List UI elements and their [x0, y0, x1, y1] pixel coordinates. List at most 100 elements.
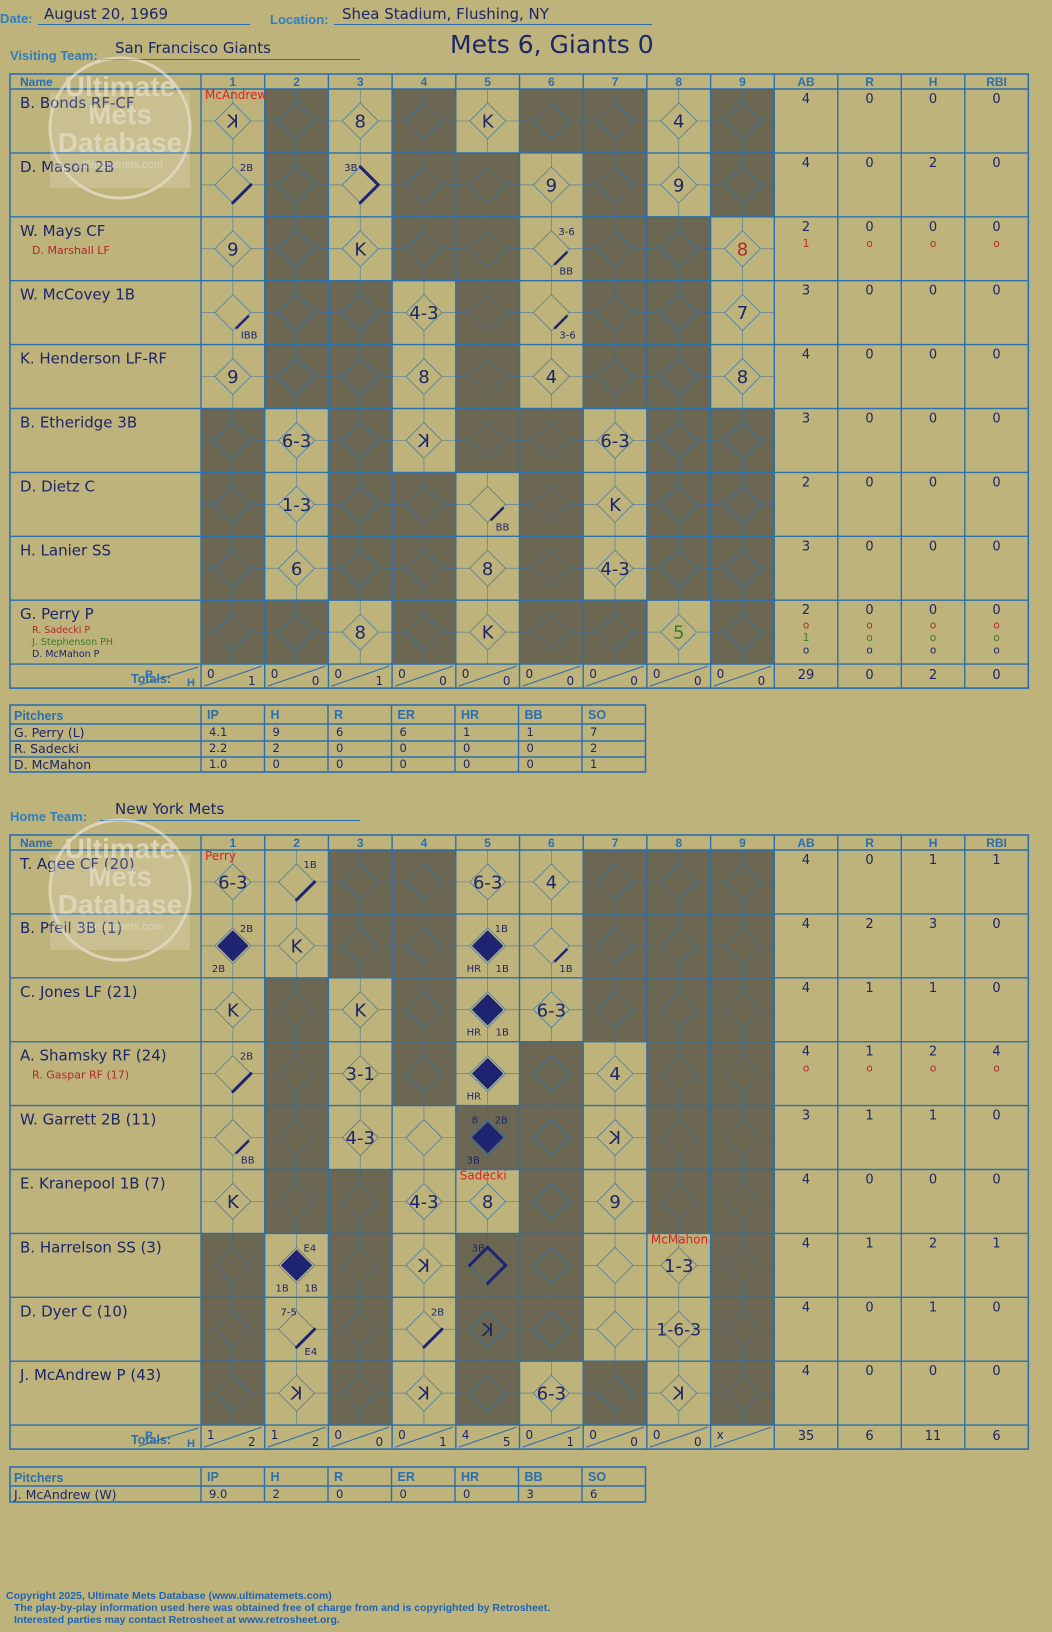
diamond-outline	[341, 863, 379, 901]
play-mark: K	[226, 111, 239, 132]
batter-r: 1	[865, 1045, 873, 1060]
diamond-outline	[723, 927, 762, 965]
field-line	[201, 977, 265, 1042]
batter-rbi: o	[993, 238, 999, 250]
basepath-line	[468, 1245, 490, 1267]
pitcher-name: G. Perry (L)	[14, 725, 85, 740]
diamond-outline	[469, 1055, 507, 1093]
batter-h: 1	[929, 1300, 937, 1315]
play-mark: 4	[546, 367, 557, 388]
pitcher-stat: 0	[336, 741, 343, 755]
field-line	[519, 1169, 584, 1234]
batter-h: 0	[929, 220, 937, 235]
play-annotation: 1B	[496, 964, 509, 975]
footer: Copyright 2025, Ultimate Mets Database (…	[6, 1590, 550, 1626]
diamond-outline	[532, 1246, 570, 1284]
batter-rbi: 0	[992, 220, 1000, 235]
diamond-outline	[277, 1246, 316, 1284]
inning-hits: 0	[439, 674, 447, 688]
diamond-outline	[660, 991, 698, 1029]
inning-hits: 1	[439, 1435, 447, 1449]
inning-hits: 0	[503, 674, 511, 688]
inning-runs: 1	[207, 1428, 215, 1442]
pitcher-change-note: Sadecki	[460, 1169, 507, 1183]
totals-diagonal	[331, 665, 390, 687]
column-header-inning: 7	[612, 836, 619, 850]
substitute-name: R. Gaspar RF (17)	[32, 1069, 129, 1082]
field-line	[583, 977, 647, 1042]
diamond-outline	[341, 991, 379, 1029]
totals-diagonal	[522, 1426, 581, 1448]
batter-ab: 4	[802, 917, 810, 932]
visitor-pitchers-table: Pitchers IP H R ER HR BB SOG. Perry (L) 4.1 9 6 6 1 1…	[9, 704, 647, 773]
batter-h: 0	[929, 348, 937, 363]
diamond-outline	[532, 294, 570, 332]
field-line	[392, 1361, 456, 1426]
diamond-outline	[723, 294, 762, 332]
field-line	[710, 216, 775, 281]
field-line	[328, 1169, 393, 1234]
diamond-outline	[723, 357, 762, 396]
play-mark: K	[227, 1192, 240, 1213]
inning-hits: 0	[758, 674, 766, 688]
watermark-panel	[50, 855, 190, 950]
field-line	[519, 1233, 584, 1298]
batter-ab: 2	[802, 220, 810, 235]
field-line	[455, 977, 520, 1042]
batter-ab: 1	[803, 238, 810, 250]
field-line	[646, 1361, 711, 1426]
pitcher-stat: 6	[590, 1487, 597, 1501]
field-line	[710, 977, 775, 1042]
date-underline	[38, 24, 250, 25]
batter-ab: 4	[802, 1236, 810, 1251]
field-line	[392, 977, 456, 1042]
inning-runs: 0	[526, 667, 534, 681]
pitcher-stat: 2	[590, 741, 597, 755]
field-line	[519, 850, 584, 914]
diamond-outline	[660, 1055, 698, 1093]
play-mark: K	[227, 1000, 240, 1021]
play-mark: 6-3	[473, 872, 502, 893]
play-annotation: 7-5	[281, 1307, 297, 1318]
diamond-outline	[596, 1374, 634, 1412]
diamond-outline	[469, 1118, 507, 1157]
inning-runs: 0	[526, 1428, 534, 1442]
run-scored-diamond	[280, 1249, 313, 1282]
field-line	[328, 1041, 393, 1106]
play-mark: 4-3	[409, 303, 438, 324]
column-header-stat: H	[929, 75, 938, 89]
diamond-outline	[596, 927, 634, 965]
field-line	[583, 152, 647, 217]
field-line	[519, 1105, 584, 1170]
batter-name: J. McAndrew P (43)	[19, 1366, 161, 1384]
batter-r: 0	[865, 220, 873, 235]
watermark-url: ultimatemets.com	[77, 921, 163, 933]
walk-slash	[234, 1139, 250, 1155]
inning-runs: 0	[589, 1428, 597, 1442]
diamond-outline	[532, 1374, 570, 1412]
field-line	[201, 1105, 265, 1170]
diamond-outline	[341, 102, 379, 140]
run-scored-diamond	[471, 994, 504, 1026]
watermark-ring	[48, 56, 192, 200]
play-mark: 9	[227, 239, 238, 260]
field-line	[264, 977, 329, 1042]
play-annotation: BB	[496, 522, 510, 533]
diamond-outline	[723, 1118, 762, 1157]
batter-r: 0	[865, 1300, 873, 1315]
totals-diagonal	[331, 1426, 390, 1448]
column-header-inning: 4	[421, 836, 428, 850]
totals-diagonal	[458, 1426, 517, 1448]
play-mark: 7	[737, 303, 748, 324]
play-annotation: 2B	[240, 924, 253, 935]
diamond-outline	[405, 485, 443, 523]
diamond-outline	[596, 485, 634, 523]
batter-h: 1	[929, 981, 937, 996]
field-line	[583, 89, 647, 153]
batter-h: 3	[929, 917, 937, 932]
batter-rbi: o	[993, 632, 999, 644]
batter-h: 2	[929, 156, 937, 171]
batter-r: 0	[865, 284, 873, 299]
diamond-outline	[405, 549, 443, 587]
diamond-outline	[723, 1310, 762, 1348]
